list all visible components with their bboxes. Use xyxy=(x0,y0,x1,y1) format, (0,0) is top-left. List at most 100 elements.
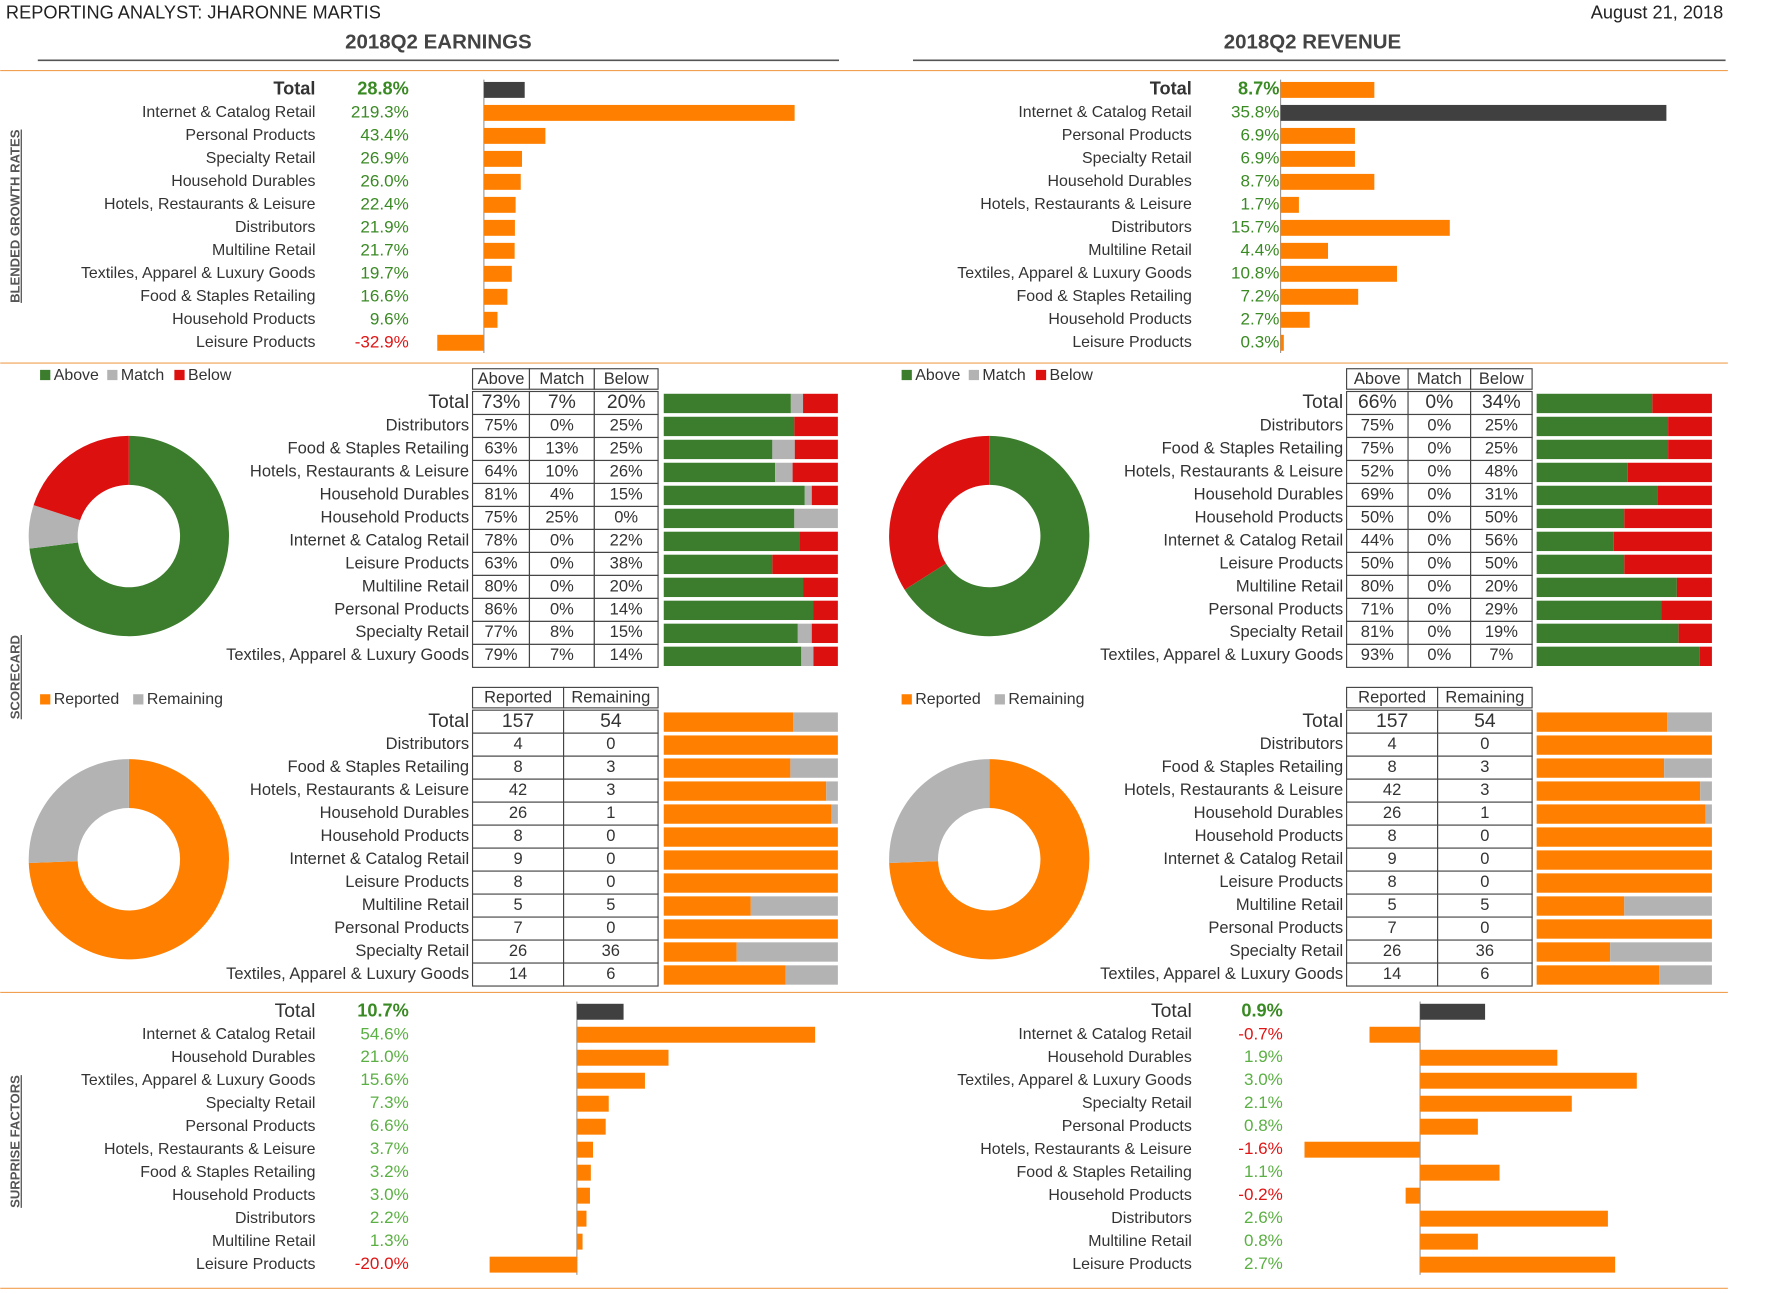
table-value: 0 xyxy=(1480,873,1489,891)
stacked-segment xyxy=(804,485,812,506)
category-label: Food & Staples Retailing xyxy=(140,1164,315,1181)
stacked-segment xyxy=(1624,896,1712,916)
value-label: 2.1% xyxy=(1244,1093,1283,1112)
table-value: 54 xyxy=(1474,710,1496,732)
value-label: 28.8% xyxy=(357,79,409,99)
legend-swatch xyxy=(994,694,1005,705)
category-label: Household Products xyxy=(1195,827,1344,845)
value-label: 2.2% xyxy=(370,1208,409,1227)
value-label: 21.9% xyxy=(360,217,408,236)
table-value: 5 xyxy=(1480,896,1489,914)
table-value: 64% xyxy=(484,462,517,480)
table-value: 26 xyxy=(1383,942,1401,960)
table-value: 0 xyxy=(606,827,615,845)
bar xyxy=(1280,311,1310,328)
table-value: 20% xyxy=(607,391,646,413)
value-label: 7.3% xyxy=(370,1093,409,1112)
table-value: 0% xyxy=(550,531,574,549)
table-value: 42 xyxy=(1383,781,1401,799)
stacked-segment xyxy=(736,942,838,962)
donut-segment xyxy=(889,759,990,863)
table-value: 80% xyxy=(1361,577,1394,595)
table-value: 75% xyxy=(1361,416,1394,434)
section-label: SCORECARD xyxy=(8,635,23,719)
stacked-segment xyxy=(1667,712,1712,732)
value-label: 1.7% xyxy=(1241,194,1280,213)
value-label: 16.6% xyxy=(360,286,408,305)
stacked-segment xyxy=(772,439,795,460)
legend-label: Reported xyxy=(54,691,119,708)
bar xyxy=(483,265,512,282)
table-value: 9 xyxy=(1388,850,1397,868)
bar xyxy=(1280,127,1355,144)
stacked-segment xyxy=(1610,942,1712,962)
category-label: Leisure Products xyxy=(196,334,316,351)
stacked-segment xyxy=(663,804,832,824)
category-label: Personal Products xyxy=(185,1118,315,1135)
table-value: 81% xyxy=(1361,623,1394,641)
value-label: 7.2% xyxy=(1241,286,1280,305)
category-label: Textiles, Apparel & Luxury Goods xyxy=(1100,965,1343,983)
category-label: Personal Products xyxy=(185,127,315,144)
category-label: Distributors xyxy=(1111,219,1192,236)
table-value: 25% xyxy=(610,439,643,457)
category-label: Personal Products xyxy=(334,600,469,618)
donut-segment xyxy=(29,435,229,637)
value-label: 6.9% xyxy=(1241,148,1280,167)
bar xyxy=(483,311,498,328)
table-value: 0% xyxy=(550,600,574,618)
category-label: Multiline Retail xyxy=(1236,896,1343,914)
category-label: Food & Staples Retailing xyxy=(1162,439,1344,457)
category-label: Distributors xyxy=(386,735,469,753)
value-label: 21.0% xyxy=(360,1047,408,1066)
stacked-segment xyxy=(663,781,827,801)
table-cell xyxy=(563,686,659,709)
table-value: 20% xyxy=(1485,577,1518,595)
category-label: Personal Products xyxy=(1062,127,1192,144)
category-label: Multiline Retail xyxy=(1088,242,1192,259)
category-label: Specialty Retail xyxy=(1082,150,1192,167)
bar xyxy=(576,1210,587,1227)
stacked-segment xyxy=(826,781,838,801)
stacked-segment xyxy=(1536,804,1706,824)
value-label: 35.8% xyxy=(1231,102,1279,121)
category-label: Household Durables xyxy=(320,804,470,822)
table-value: 157 xyxy=(502,710,534,732)
table-cell xyxy=(593,643,659,668)
table-value: 4% xyxy=(550,485,574,503)
donut-segment xyxy=(889,435,990,590)
category-label: Specialty Retail xyxy=(206,150,316,167)
category-label: Household Durables xyxy=(320,485,470,503)
table-value: 20% xyxy=(610,577,643,595)
bar xyxy=(1280,265,1397,282)
value-label: 3.0% xyxy=(370,1185,409,1204)
stacked-segment xyxy=(1657,485,1712,506)
stacked-segment xyxy=(785,965,838,985)
category-label: Food & Staples Retailing xyxy=(288,439,470,457)
table-value: 0 xyxy=(606,873,615,891)
column-header: Below xyxy=(604,370,649,388)
stacked-segment xyxy=(1536,712,1668,732)
legend-label: Below xyxy=(1050,367,1094,384)
table-value: 26% xyxy=(610,462,643,480)
legend-label: Remaining xyxy=(1008,691,1084,708)
table-value: 0 xyxy=(606,919,615,937)
stacked-segment xyxy=(1536,577,1677,598)
table-value: 75% xyxy=(1361,439,1394,457)
table-cell xyxy=(1470,643,1533,668)
stacked-segment xyxy=(663,919,838,939)
category-label: Hotels, Restaurants & Leisure xyxy=(104,196,316,213)
bar xyxy=(576,1095,609,1112)
value-label: 2.6% xyxy=(1244,1208,1283,1227)
legend-swatch xyxy=(1035,369,1047,381)
category-label: Personal Products xyxy=(334,919,469,937)
stacked-segment xyxy=(663,600,814,621)
table-value: 9 xyxy=(513,850,522,868)
category-label: Internet & Catalog Retail xyxy=(289,850,469,868)
section-label: SURPRISE FACTORS xyxy=(8,1075,23,1208)
bar xyxy=(1420,1095,1572,1112)
value-label: 10.7% xyxy=(357,1001,409,1021)
bar xyxy=(1420,1233,1478,1250)
stacked-segment xyxy=(1536,896,1625,916)
table-value: 6 xyxy=(1480,965,1489,983)
